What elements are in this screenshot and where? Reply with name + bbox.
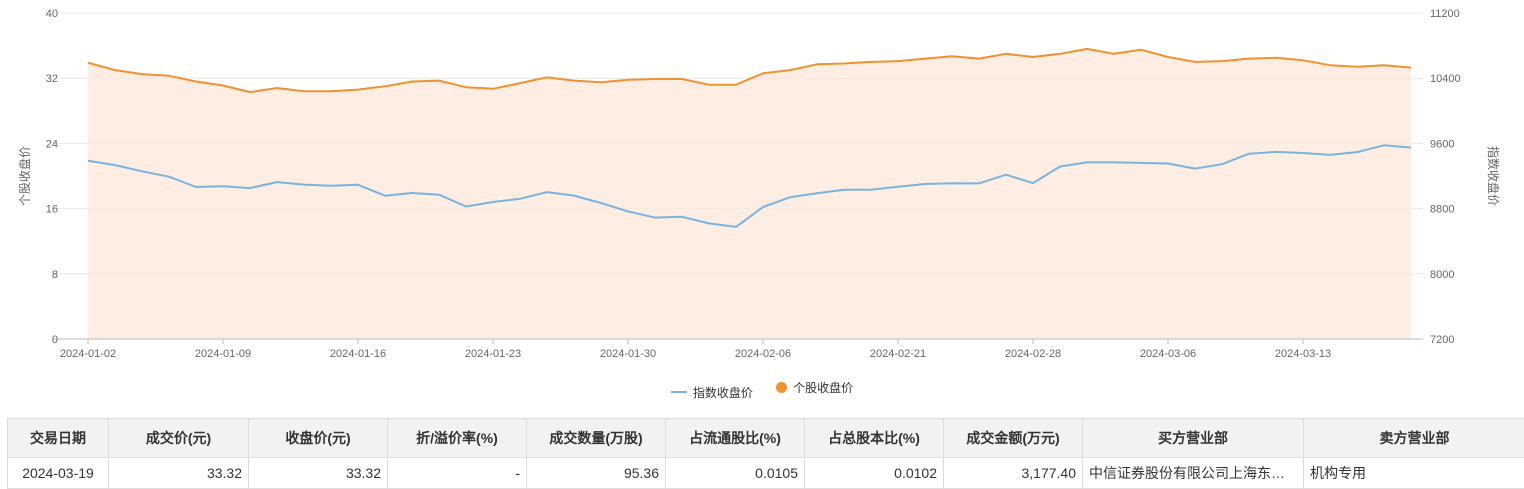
cell-float-ratio: 0.0105 <box>666 458 805 489</box>
y-left-tick-label: 0 <box>52 334 58 346</box>
legend-label-index: 指数收盘价 <box>693 384 753 401</box>
cell-buyer[interactable]: 中信证券股份有限公司上海东方路证券营业部 <box>1083 458 1304 489</box>
cell-amount: 3,177.40 <box>944 458 1083 489</box>
y-left-tick-label: 16 <box>46 204 58 216</box>
x-tick-label: 2024-01-30 <box>600 348 656 360</box>
y-left-tick-label: 24 <box>46 138 58 150</box>
cell-trade-price: 33.32 <box>109 458 249 489</box>
y-right-tick-label: 7200 <box>1430 334 1454 346</box>
x-tick-label: 2024-01-16 <box>330 348 386 360</box>
y-right-tick-label: 10400 <box>1430 73 1461 85</box>
x-tick-label: 2024-02-06 <box>735 348 791 360</box>
y-axis-left-title: 个股收盘价 <box>17 146 32 206</box>
legend-dot-icon <box>776 382 787 393</box>
cell-premium-rate: - <box>388 458 527 489</box>
cell-volume: 95.36 <box>527 458 666 489</box>
header-premium-rate: 折/溢价率(%) <box>388 419 527 458</box>
cell-seller: 机构专用 <box>1304 458 1524 489</box>
x-tick-label: 2024-01-23 <box>465 348 521 360</box>
axes <box>53 339 1423 344</box>
block-trade-table: 交易日期 成交价(元) 收盘价(元) 折/溢价率(%) 成交数量(万股) 占流通… <box>7 418 1524 489</box>
table-row: 2024-03-19 33.32 33.32 - 95.36 0.0105 0.… <box>8 458 1524 489</box>
header-seller: 卖方营业部 <box>1304 419 1524 458</box>
y-right-tick-label: 9600 <box>1430 138 1454 150</box>
header-float-ratio: 占流通股比(%) <box>666 419 805 458</box>
cell-close-price: 33.32 <box>249 458 388 489</box>
header-trade-price: 成交价(元) <box>109 419 249 458</box>
x-tick-label: 2024-01-09 <box>195 348 251 360</box>
y-right-tick-label: 11200 <box>1430 8 1460 20</box>
cell-total-ratio: 0.0102 <box>805 458 944 489</box>
legend-line-icon <box>671 391 687 393</box>
stock-area-fill <box>88 49 1411 339</box>
legend-label-stock: 个股收盘价 <box>793 379 853 396</box>
dual-axis-line-chart: 0 7200 8 8000 16 8800 24 9600 32 10400 40 11200 2024… <box>0 0 1524 375</box>
y-right-tick-label: 8000 <box>1430 269 1454 281</box>
x-tick-label: 2024-02-28 <box>1005 348 1061 360</box>
legend-item-stock[interactable]: 个股收盘价 <box>776 379 853 396</box>
y-left-tick-label: 8 <box>52 269 58 281</box>
header-buyer: 买方营业部 <box>1083 419 1304 458</box>
y-left-tick-label: 40 <box>46 8 58 20</box>
chart-legend: 指数收盘价 个股收盘价 <box>0 379 1524 401</box>
header-close-price: 收盘价(元) <box>249 419 388 458</box>
y-axis-right-title: 指数收盘价 <box>1486 146 1501 206</box>
y-left-tick-label: 32 <box>46 73 58 85</box>
legend-item-index[interactable]: 指数收盘价 <box>671 384 753 401</box>
x-tick-label: 2024-02-21 <box>870 348 926 360</box>
x-tick-label: 2024-01-02 <box>60 348 116 360</box>
header-amount: 成交金额(万元) <box>944 419 1083 458</box>
header-volume: 成交数量(万股) <box>527 419 666 458</box>
header-trade-date: 交易日期 <box>8 419 109 458</box>
cell-trade-date: 2024-03-19 <box>8 458 109 489</box>
table-header-row: 交易日期 成交价(元) 收盘价(元) 折/溢价率(%) 成交数量(万股) 占流通… <box>8 419 1524 458</box>
header-total-ratio: 占总股本比(%) <box>805 419 944 458</box>
x-tick-label: 2024-03-06 <box>1140 348 1196 360</box>
x-tick-label: 2024-03-13 <box>1275 348 1331 360</box>
y-right-tick-label: 8800 <box>1430 204 1454 216</box>
